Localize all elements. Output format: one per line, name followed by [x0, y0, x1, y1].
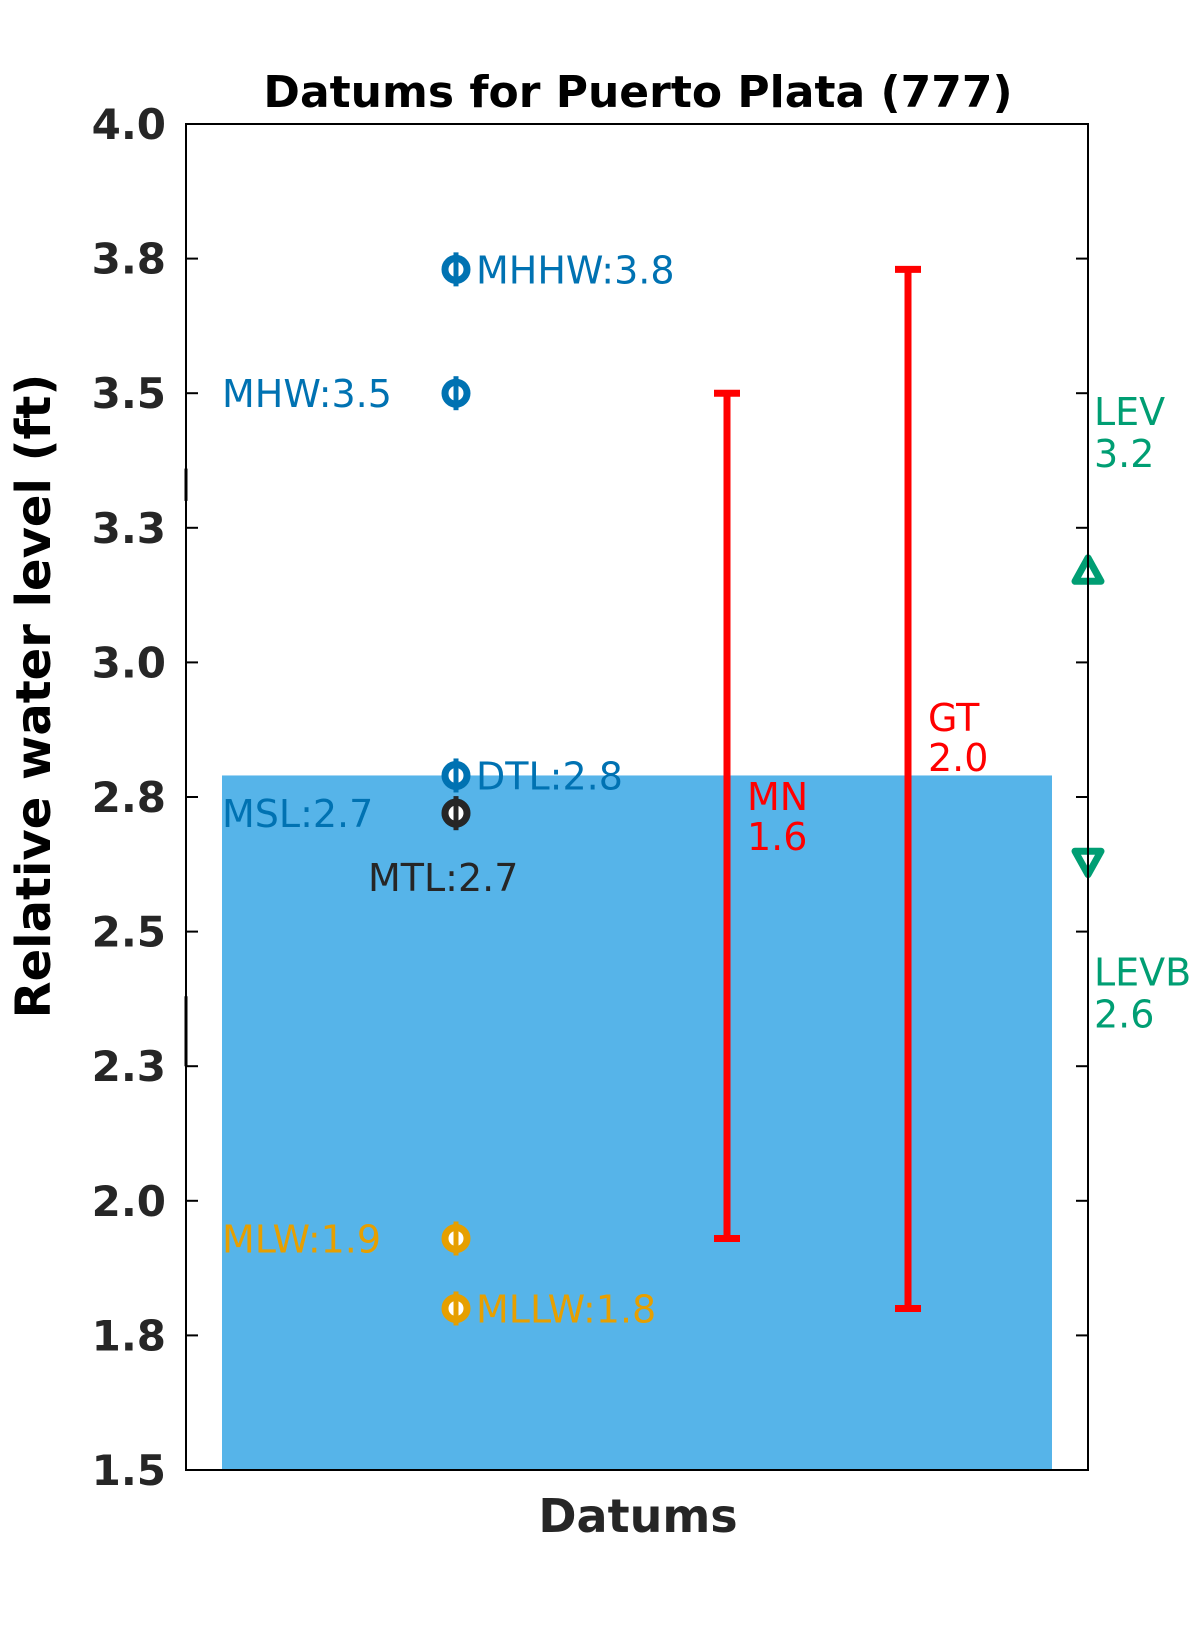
y-tick-label: 3.0	[92, 638, 166, 687]
x-axis-title: Datums	[538, 1489, 737, 1543]
point-mlw-label: MLW:1.9	[222, 1217, 381, 1261]
marker-levb-value: 2.6	[1094, 993, 1154, 1037]
point-msl-label: MSL:2.7	[222, 792, 373, 836]
y-tick-label: 2.8	[92, 773, 166, 822]
marker-levb-name: LEVB	[1094, 951, 1191, 995]
chart-title: Datums for Puerto Plata (777)	[263, 67, 1012, 118]
datum-bar	[222, 775, 1052, 1470]
y-tick-label: 2.3	[92, 1042, 166, 1091]
points-layer: MHHW:3.8 MHW:3.5 DTL:2.8 MSL:2.7 MTL:2.7 MLW:…	[222, 248, 675, 1331]
bar-layer	[222, 775, 1052, 1470]
point-dtl-label: DTL:2.8	[476, 754, 623, 798]
y-tick-label: 3.8	[92, 235, 166, 284]
point-mllw-label: MLLW:1.8	[476, 1287, 656, 1331]
range-mn-name: MN	[747, 775, 808, 819]
y-tick-label: 1.8	[92, 1311, 166, 1360]
y-tick-label: 3.5	[92, 369, 166, 418]
marker-lev-name: LEV	[1094, 390, 1165, 434]
point-mtl-label: MTL:2.7	[368, 856, 518, 900]
y-tick-label: 2.5	[92, 908, 166, 957]
range-gt-name: GT	[928, 696, 980, 740]
y-axis-ticks: 1.5 1.8 2.0 2.3 2.5 2.8 3.0 3.3 3.5 3.8 4.0	[92, 100, 1088, 1495]
y-tick-label: 2.0	[92, 1177, 166, 1226]
marker-lev-value: 3.2	[1094, 432, 1154, 476]
y-tick-label: 3.3	[92, 504, 166, 553]
y-tick-label: 4.0	[92, 100, 166, 149]
point-mhhw-label: MHHW:3.8	[476, 248, 675, 292]
point-mhw-label: MHW:3.5	[222, 372, 392, 416]
range-layer: MN1.6 GT2.0	[714, 265, 988, 1312]
y-axis-title: Relative water level (ft)	[6, 374, 62, 1019]
range-gt-value: 2.0	[928, 736, 988, 780]
range-mn-value: 1.6	[747, 815, 807, 859]
y-tick-label: 1.5	[92, 1446, 166, 1495]
